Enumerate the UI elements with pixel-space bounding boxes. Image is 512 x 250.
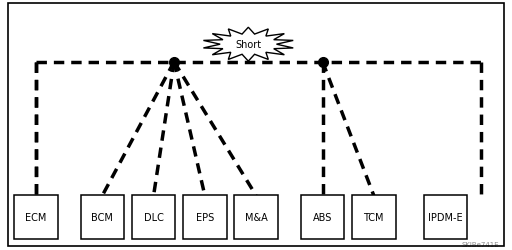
FancyBboxPatch shape — [132, 196, 175, 240]
Text: M&A: M&A — [245, 212, 267, 222]
Text: ABS: ABS — [313, 212, 332, 222]
Text: EPS: EPS — [196, 212, 214, 222]
FancyBboxPatch shape — [81, 196, 124, 240]
Text: ECM: ECM — [25, 212, 47, 222]
Polygon shape — [203, 28, 293, 62]
Text: TCM: TCM — [364, 212, 384, 222]
Text: Short: Short — [235, 40, 262, 50]
Text: IPDM-E: IPDM-E — [428, 212, 463, 222]
Text: BCM: BCM — [92, 212, 113, 222]
Text: DLC: DLC — [144, 212, 163, 222]
FancyBboxPatch shape — [352, 196, 395, 240]
Text: SKIBe741E: SKIBe741E — [462, 242, 499, 248]
FancyBboxPatch shape — [301, 196, 344, 240]
FancyBboxPatch shape — [183, 196, 227, 240]
FancyBboxPatch shape — [234, 196, 278, 240]
FancyBboxPatch shape — [14, 196, 58, 240]
FancyBboxPatch shape — [424, 196, 467, 240]
